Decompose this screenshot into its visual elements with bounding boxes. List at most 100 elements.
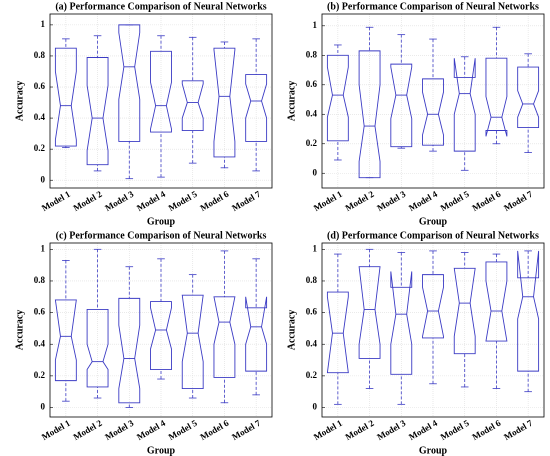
notched-box — [245, 296, 268, 372]
x-axis-label: Group — [147, 445, 176, 456]
notched-box — [326, 54, 349, 142]
y-axis-label: Accuracy — [14, 310, 25, 351]
x-tick-label: Model 3 — [103, 189, 135, 214]
x-tick-label: Model 1 — [40, 418, 72, 443]
notched-box — [358, 50, 381, 179]
y-tick-label: 1 — [41, 19, 46, 29]
chart-title: (b) Performance Comparison of Neural Net… — [327, 1, 539, 12]
x-tick-label: Model 1 — [312, 189, 344, 214]
x-tick-label: Model 6 — [198, 418, 230, 443]
notched-box — [326, 291, 349, 374]
chart-title: (a) Performance Comparison of Neural Net… — [55, 1, 266, 12]
x-tick-label: Model 7 — [230, 189, 262, 214]
y-tick-label: 0.8 — [306, 275, 318, 285]
x-tick-label: Model 7 — [502, 189, 534, 214]
y-tick-label: 0.8 — [34, 275, 46, 285]
x-tick-label: Model 1 — [312, 418, 344, 443]
notched-box — [485, 57, 508, 137]
notched-box — [118, 24, 141, 142]
chart-title: (d) Performance Comparison of Neural Net… — [327, 230, 539, 241]
x-tick-label: Model 3 — [375, 189, 407, 214]
notched-box — [150, 301, 172, 370]
notched-box — [517, 66, 540, 128]
y-tick-label: 1 — [41, 243, 46, 253]
x-tick-label: Model 7 — [230, 418, 262, 443]
notched-box — [453, 58, 476, 152]
notched-box — [517, 250, 540, 372]
y-axis-label: Accuracy — [286, 81, 297, 122]
y-tick-label: 0.2 — [34, 143, 46, 153]
y-tick-label: 0.2 — [34, 370, 46, 380]
notched-box — [390, 271, 413, 375]
x-axis-label: Group — [419, 216, 448, 227]
y-tick-label: 0.4 — [306, 108, 318, 118]
notched-box — [213, 47, 236, 158]
x-tick-label: Model 2 — [344, 189, 376, 214]
notched-box — [181, 294, 204, 389]
notched-box — [181, 80, 204, 131]
notched-box — [54, 299, 77, 382]
notched-box — [422, 78, 444, 146]
notched-box — [150, 50, 172, 133]
y-tick-label: 0.4 — [306, 338, 318, 348]
x-tick-label: Model 2 — [344, 418, 376, 443]
x-tick-label: Model 3 — [375, 418, 407, 443]
x-axis-label: Group — [419, 445, 448, 456]
notched-box — [358, 266, 381, 359]
y-tick-label: 0.8 — [34, 50, 46, 60]
axes-frame — [321, 13, 545, 189]
y-tick-label: 1 — [313, 243, 318, 253]
notched-box — [485, 261, 508, 342]
y-tick-label: 0 — [313, 402, 318, 412]
notched-box — [86, 57, 109, 166]
y-tick-label: 0.4 — [34, 112, 46, 122]
y-tick-label: 0.6 — [306, 79, 318, 89]
x-tick-label: Model 2 — [72, 418, 104, 443]
y-tick-label: 0 — [313, 167, 318, 177]
y-tick-label: 0.2 — [306, 138, 318, 148]
x-tick-label: Model 5 — [439, 189, 471, 214]
x-tick-label: Model 2 — [72, 189, 104, 214]
notched-box — [390, 63, 413, 148]
x-tick-label: Model 6 — [198, 189, 230, 214]
x-tick-label: Model 4 — [407, 418, 439, 443]
x-tick-label: Model 4 — [135, 418, 167, 443]
y-tick-label: 0 — [41, 174, 46, 184]
y-tick-label: 0 — [41, 402, 46, 412]
notched-box — [245, 74, 268, 142]
x-tick-label: Model 3 — [103, 418, 135, 443]
notched-box — [422, 274, 444, 339]
x-tick-label: Model 6 — [470, 418, 502, 443]
x-tick-label: Model 5 — [167, 418, 199, 443]
chart-title: (c) Performance Comparison of Neural Net… — [56, 230, 267, 241]
y-tick-label: 0.4 — [34, 338, 46, 348]
x-tick-label: Model 4 — [135, 189, 167, 214]
y-axis-label: Accuracy — [286, 310, 297, 351]
axes-frame — [321, 242, 545, 418]
y-tick-label: 1 — [313, 20, 318, 30]
x-tick-label: Model 5 — [439, 418, 471, 443]
y-tick-label: 0.6 — [34, 81, 46, 91]
notched-box — [453, 267, 476, 355]
notched-box — [118, 297, 141, 404]
y-tick-label: 0.8 — [306, 49, 318, 59]
axes-frame — [49, 13, 273, 189]
notched-box — [213, 296, 236, 378]
y-tick-label: 0.6 — [34, 307, 46, 317]
x-tick-label: Model 1 — [40, 189, 72, 214]
x-tick-label: Model 5 — [167, 189, 199, 214]
y-tick-label: 0.2 — [306, 370, 318, 380]
x-tick-label: Model 6 — [470, 189, 502, 214]
x-axis-label: Group — [147, 216, 176, 227]
axes-frame — [49, 242, 273, 418]
y-tick-label: 0.6 — [306, 307, 318, 317]
notched-box — [86, 308, 109, 388]
y-axis-label: Accuracy — [14, 81, 25, 122]
x-tick-label: Model 7 — [502, 418, 534, 443]
x-tick-label: Model 4 — [407, 189, 439, 214]
notched-box — [54, 47, 77, 147]
